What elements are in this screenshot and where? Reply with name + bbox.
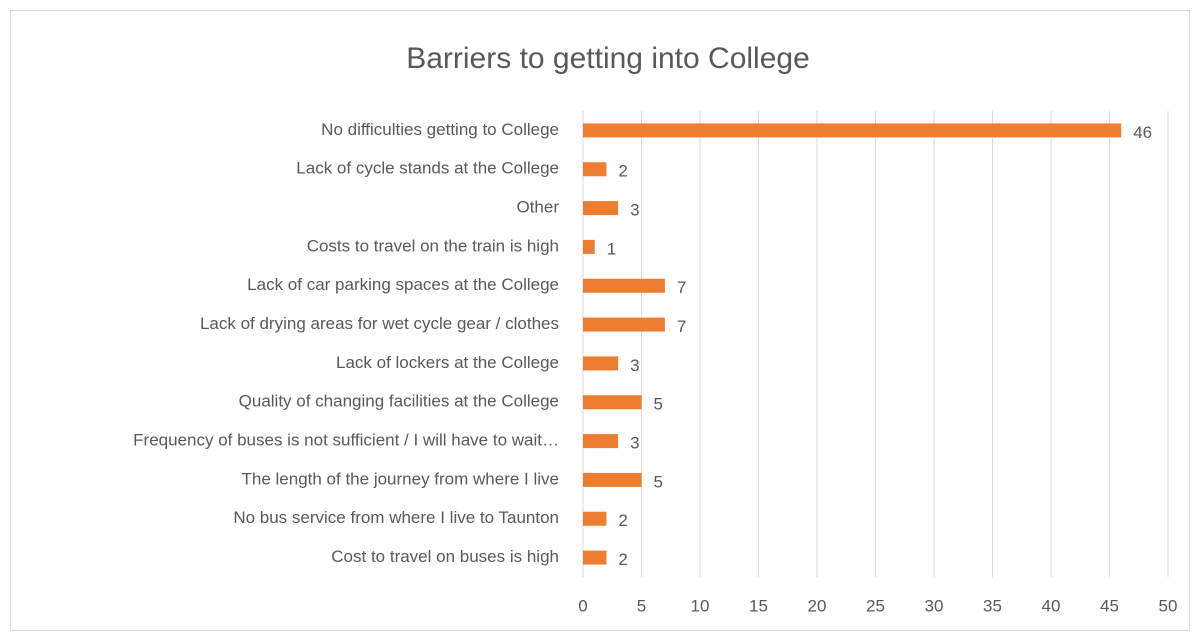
x-tick-label: 0 xyxy=(578,596,587,615)
bar xyxy=(583,317,665,332)
bar xyxy=(583,239,595,254)
chart-title: Barriers to getting into College xyxy=(406,42,810,75)
y-tick-label: Lack of cycle stands at the College xyxy=(296,159,559,178)
bar xyxy=(583,511,607,526)
x-tick-label: 5 xyxy=(637,596,646,615)
y-tick-label: No difficulties getting to College xyxy=(321,120,559,139)
y-tick-label: Quality of changing facilities at the Co… xyxy=(239,392,559,411)
x-tick-label: 35 xyxy=(983,596,1002,615)
y-tick-label: Lack of drying areas for wet cycle gear … xyxy=(200,314,559,333)
data-label: 2 xyxy=(618,550,627,569)
bar xyxy=(583,434,619,449)
y-tick-label: Lack of car parking spaces at the Colleg… xyxy=(247,275,559,294)
data-label: 5 xyxy=(654,395,663,414)
y-tick-label: Frequency of buses is not sufficient / I… xyxy=(133,431,559,450)
x-tick-label: 30 xyxy=(925,596,944,615)
data-label: 1 xyxy=(607,239,616,258)
bar xyxy=(583,162,607,177)
x-tick-label: 25 xyxy=(866,596,885,615)
y-tick-label: Costs to travel on the train is high xyxy=(307,236,559,255)
data-label: 5 xyxy=(654,472,663,491)
data-label: 46 xyxy=(1133,123,1152,142)
data-label: 3 xyxy=(630,434,639,453)
bar xyxy=(583,278,665,293)
y-tick-label: Other xyxy=(516,198,559,217)
data-label: 7 xyxy=(677,278,686,297)
x-tick-label: 40 xyxy=(1042,596,1061,615)
bar xyxy=(583,356,619,371)
x-tick-label: 20 xyxy=(808,596,827,615)
data-label: 7 xyxy=(677,317,686,336)
data-label: 3 xyxy=(630,201,639,220)
x-tick-label: 50 xyxy=(1159,596,1178,615)
bar xyxy=(583,123,1122,138)
x-tick-label: 45 xyxy=(1100,596,1119,615)
data-label: 3 xyxy=(630,356,639,375)
data-label: 2 xyxy=(618,162,627,181)
bar xyxy=(583,550,607,565)
data-label: 2 xyxy=(618,511,627,530)
y-tick-label: No bus service from where I live to Taun… xyxy=(233,508,559,527)
y-tick-label: Cost to travel on buses is high xyxy=(331,547,559,566)
x-tick-label: 10 xyxy=(691,596,710,615)
bar xyxy=(583,472,642,487)
x-tick-label: 15 xyxy=(749,596,768,615)
y-tick-label: Lack of lockers at the College xyxy=(336,353,559,372)
y-tick-label: The length of the journey from where I l… xyxy=(242,469,560,488)
bar xyxy=(583,201,619,216)
bar xyxy=(583,395,642,410)
